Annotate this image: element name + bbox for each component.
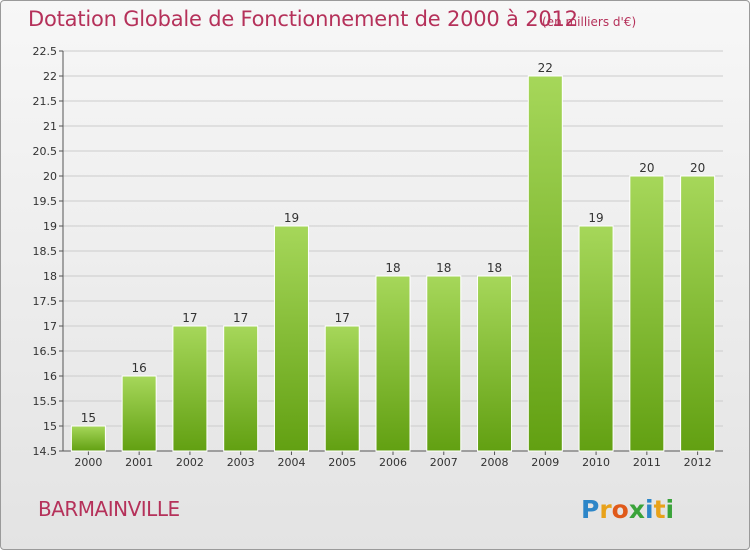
y-tick-label: 14.5 bbox=[33, 445, 58, 458]
x-tick-label: 2000 bbox=[74, 456, 102, 469]
bar-2008 bbox=[477, 275, 513, 452]
chart-subtitle: (en milliers d'€) bbox=[542, 15, 637, 29]
svg-text:Proxiti: Proxiti bbox=[581, 495, 674, 524]
x-tick-label: 2008 bbox=[481, 456, 509, 469]
chart-title: Dotation Globale de Fonctionnement de 20… bbox=[28, 7, 578, 31]
bar-value-label: 16 bbox=[132, 361, 147, 375]
x-tick-label: 2006 bbox=[379, 456, 407, 469]
y-tick-label: 20.5 bbox=[33, 145, 58, 158]
y-tick-label: 16 bbox=[43, 370, 57, 383]
bar-2009 bbox=[527, 75, 563, 452]
y-tick-label: 19 bbox=[43, 220, 57, 233]
y-tick-label: 15.5 bbox=[33, 395, 58, 408]
bar-2005 bbox=[324, 325, 360, 452]
x-tick-label: 2003 bbox=[227, 456, 255, 469]
y-tick-label: 16.5 bbox=[33, 345, 58, 358]
bar-2003 bbox=[223, 325, 259, 452]
bar-2012 bbox=[680, 175, 716, 452]
bar-value-label: 20 bbox=[639, 161, 654, 175]
y-tick-label: 19.5 bbox=[33, 195, 58, 208]
bar-value-label: 19 bbox=[588, 211, 603, 225]
x-tick-label: 2007 bbox=[430, 456, 458, 469]
bar-value-label: 18 bbox=[436, 261, 451, 275]
bar-2006 bbox=[375, 275, 411, 452]
commune-name: BARMAINVILLE bbox=[38, 497, 180, 521]
x-tick-label: 2005 bbox=[328, 456, 356, 469]
y-tick-label: 17 bbox=[43, 320, 57, 333]
y-tick-label: 18.5 bbox=[33, 245, 58, 258]
x-tick-label: 2004 bbox=[277, 456, 305, 469]
bar-value-label: 20 bbox=[690, 161, 705, 175]
y-tick-label: 21.5 bbox=[33, 95, 58, 108]
y-tick-label: 15 bbox=[43, 420, 57, 433]
x-tick-label: 2001 bbox=[125, 456, 153, 469]
bar-2004 bbox=[273, 225, 309, 452]
bar-2007 bbox=[426, 275, 462, 452]
bar-value-label: 18 bbox=[385, 261, 400, 275]
bar-value-label: 22 bbox=[538, 61, 553, 75]
y-tick-label: 18 bbox=[43, 270, 57, 283]
bar-2000 bbox=[70, 425, 106, 452]
x-tick-label: 2002 bbox=[176, 456, 204, 469]
proxiti-logo: Proxiti bbox=[581, 495, 674, 524]
y-tick-label: 17.5 bbox=[33, 295, 58, 308]
bar-value-label: 17 bbox=[335, 311, 350, 325]
bar-value-label: 17 bbox=[233, 311, 248, 325]
bar-2011 bbox=[629, 175, 665, 452]
y-tick-label: 22.5 bbox=[33, 45, 58, 58]
bar-value-label: 17 bbox=[182, 311, 197, 325]
x-tick-label: 2010 bbox=[582, 456, 610, 469]
bar-value-label: 19 bbox=[284, 211, 299, 225]
x-tick-label: 2009 bbox=[531, 456, 559, 469]
bar-2010 bbox=[578, 225, 614, 452]
y-tick-label: 20 bbox=[43, 170, 57, 183]
bar-value-label: 18 bbox=[487, 261, 502, 275]
bar-2002 bbox=[172, 325, 208, 452]
bar-value-label: 15 bbox=[81, 411, 96, 425]
x-tick-label: 2011 bbox=[633, 456, 661, 469]
y-tick-label: 21 bbox=[43, 120, 57, 133]
y-tick-label: 22 bbox=[43, 70, 57, 83]
x-tick-label: 2012 bbox=[684, 456, 712, 469]
bar-2001 bbox=[121, 375, 157, 452]
